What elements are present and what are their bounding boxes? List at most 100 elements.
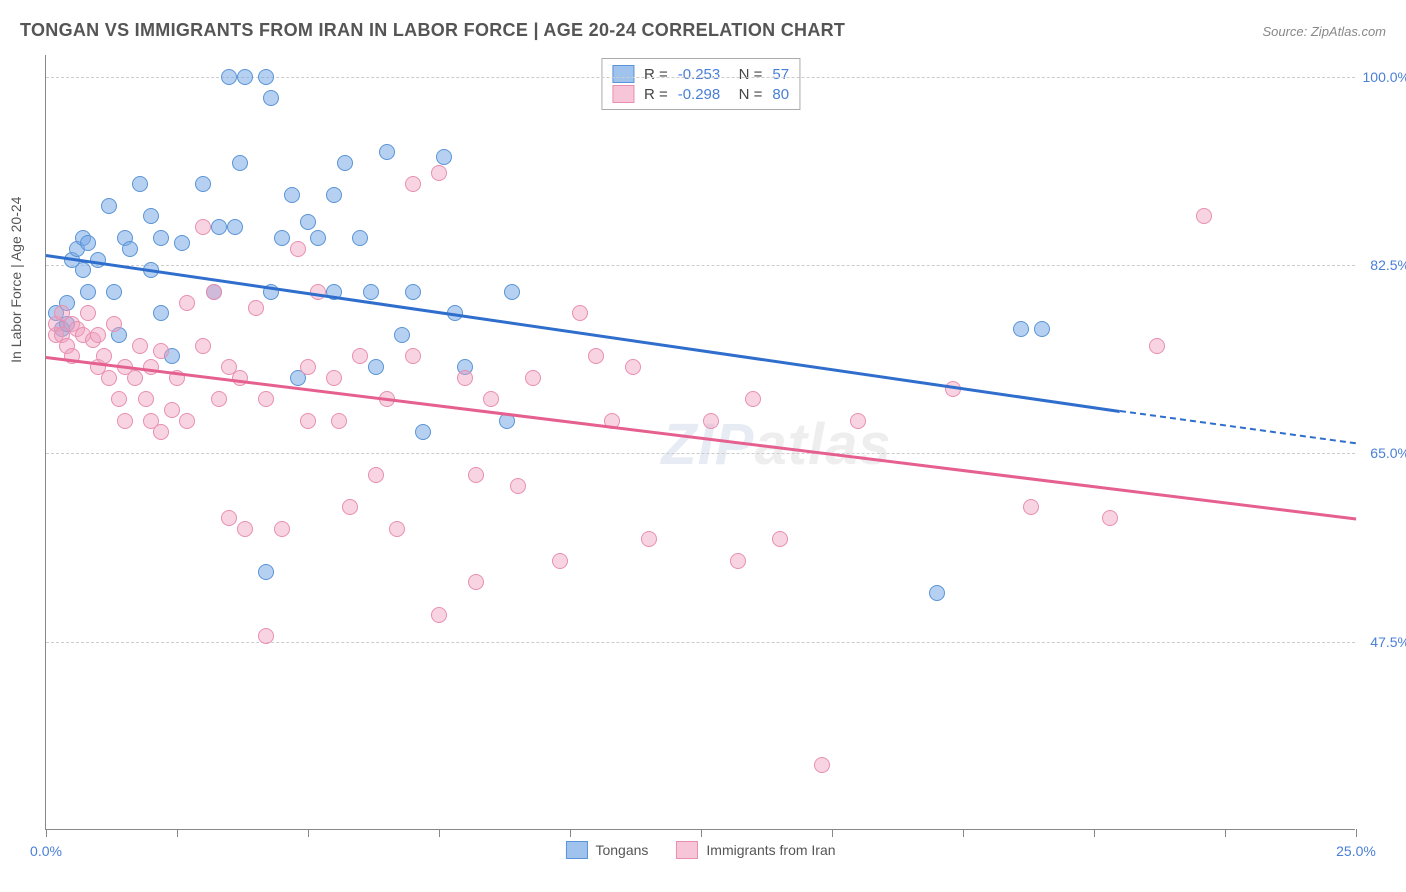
data-point bbox=[1034, 321, 1050, 337]
data-point bbox=[179, 413, 195, 429]
data-point bbox=[106, 316, 122, 332]
data-point bbox=[1149, 338, 1165, 354]
data-point bbox=[153, 343, 169, 359]
data-point bbox=[415, 424, 431, 440]
swatch-blue-icon bbox=[565, 841, 587, 859]
data-point bbox=[195, 176, 211, 192]
data-point bbox=[221, 69, 237, 85]
data-point bbox=[258, 391, 274, 407]
x-tick bbox=[46, 829, 47, 837]
data-point bbox=[457, 370, 473, 386]
stats-row-pink: R = -0.298 N = 80 bbox=[612, 85, 789, 103]
data-point bbox=[75, 262, 91, 278]
data-point bbox=[227, 219, 243, 235]
data-point bbox=[195, 338, 211, 354]
n-label: N = bbox=[730, 86, 762, 103]
legend-label-pink: Immigrants from Iran bbox=[706, 842, 835, 858]
r-value-pink: -0.298 bbox=[678, 86, 721, 103]
data-point bbox=[310, 230, 326, 246]
data-point bbox=[625, 359, 641, 375]
data-point bbox=[122, 241, 138, 257]
data-point bbox=[258, 564, 274, 580]
data-point bbox=[483, 391, 499, 407]
data-point bbox=[342, 499, 358, 515]
data-point bbox=[300, 413, 316, 429]
data-point bbox=[572, 305, 588, 321]
data-point bbox=[363, 284, 379, 300]
data-point bbox=[641, 531, 657, 547]
data-point bbox=[143, 208, 159, 224]
gridline bbox=[46, 265, 1355, 266]
data-point bbox=[127, 370, 143, 386]
data-point bbox=[132, 338, 148, 354]
data-point bbox=[368, 359, 384, 375]
y-axis-label: In Labor Force | Age 20-24 bbox=[8, 197, 24, 363]
data-point bbox=[263, 90, 279, 106]
data-point bbox=[552, 553, 568, 569]
data-point bbox=[745, 391, 761, 407]
data-point bbox=[436, 149, 452, 165]
data-point bbox=[1023, 499, 1039, 515]
x-tick bbox=[308, 829, 309, 837]
data-point bbox=[468, 574, 484, 590]
n-label: N = bbox=[730, 66, 762, 83]
watermark-atlas: atlas bbox=[754, 412, 891, 477]
data-point bbox=[164, 402, 180, 418]
data-point bbox=[237, 521, 253, 537]
x-tick bbox=[177, 829, 178, 837]
data-point bbox=[274, 230, 290, 246]
data-point bbox=[248, 300, 264, 316]
data-point bbox=[237, 69, 253, 85]
data-point bbox=[80, 235, 96, 251]
stats-row-blue: R = -0.253 N = 57 bbox=[612, 65, 789, 83]
x-tick-label: 0.0% bbox=[30, 843, 62, 859]
data-point bbox=[211, 219, 227, 235]
data-point bbox=[300, 214, 316, 230]
data-point bbox=[405, 176, 421, 192]
data-point bbox=[389, 521, 405, 537]
regression-line bbox=[46, 356, 1356, 520]
data-point bbox=[106, 284, 122, 300]
data-point bbox=[138, 391, 154, 407]
data-point bbox=[221, 510, 237, 526]
swatch-blue-icon bbox=[612, 65, 634, 83]
data-point bbox=[132, 176, 148, 192]
data-point bbox=[258, 628, 274, 644]
data-point bbox=[211, 391, 227, 407]
data-point bbox=[525, 370, 541, 386]
swatch-pink-icon bbox=[676, 841, 698, 859]
n-value-blue: 57 bbox=[772, 66, 789, 83]
data-point bbox=[431, 165, 447, 181]
x-tick bbox=[439, 829, 440, 837]
plot-area: ZIPatlas R = -0.253 N = 57 R = -0.298 N … bbox=[45, 55, 1355, 830]
r-label: R = bbox=[644, 86, 668, 103]
data-point bbox=[394, 327, 410, 343]
data-point bbox=[772, 531, 788, 547]
data-point bbox=[153, 424, 169, 440]
x-tick bbox=[1225, 829, 1226, 837]
data-point bbox=[153, 305, 169, 321]
x-tick bbox=[570, 829, 571, 837]
data-point bbox=[117, 413, 133, 429]
x-tick bbox=[1356, 829, 1357, 837]
data-point bbox=[405, 348, 421, 364]
data-point bbox=[368, 467, 384, 483]
data-point bbox=[90, 327, 106, 343]
gridline bbox=[46, 453, 1355, 454]
data-point bbox=[730, 553, 746, 569]
data-point bbox=[274, 521, 290, 537]
data-point bbox=[850, 413, 866, 429]
x-tick bbox=[832, 829, 833, 837]
data-point bbox=[703, 413, 719, 429]
y-tick-label: 47.5% bbox=[1360, 634, 1406, 650]
chart-container: TONGAN VS IMMIGRANTS FROM IRAN IN LABOR … bbox=[0, 0, 1406, 892]
regression-line bbox=[1120, 410, 1356, 444]
r-label: R = bbox=[644, 66, 668, 83]
data-point bbox=[111, 391, 127, 407]
data-point bbox=[290, 241, 306, 257]
data-point bbox=[814, 757, 830, 773]
y-tick-label: 65.0% bbox=[1360, 445, 1406, 461]
y-tick-label: 100.0% bbox=[1360, 69, 1406, 85]
data-point bbox=[101, 198, 117, 214]
data-point bbox=[101, 370, 117, 386]
